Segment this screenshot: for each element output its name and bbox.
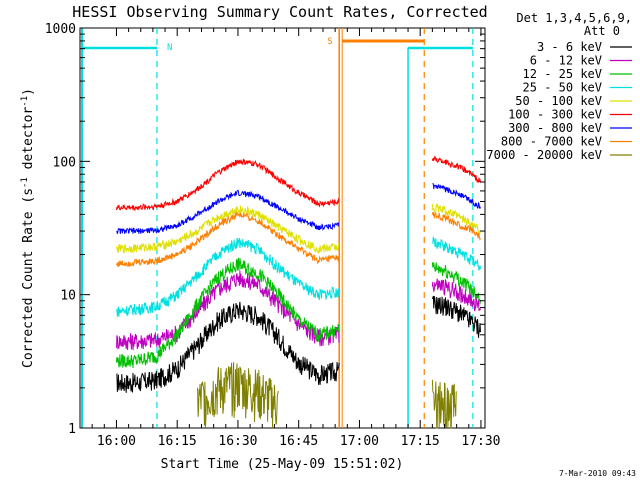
- legend-label: 50 - 100 keV: [515, 94, 602, 108]
- y-axis: 1 10 100 1000: [45, 22, 485, 437]
- legend-header-line-1: Det 1,3,4,5,6,9,: [516, 11, 632, 25]
- legend-label: 300 - 800 keV: [508, 121, 602, 135]
- footer-date: 7-Mar-2010 09:43: [559, 469, 636, 478]
- saa-marker-label: S: [327, 37, 332, 47]
- series-line: [116, 237, 340, 317]
- series-line: [116, 210, 340, 268]
- y-axis-label-mid: detector: [21, 107, 36, 178]
- series-line: [431, 155, 481, 184]
- series-line: [431, 379, 457, 429]
- chart-title: HESSI Observing Summary Count Rates, Cor…: [72, 3, 487, 21]
- x-tick-label: 16:45: [279, 434, 318, 449]
- legend-label: 6 - 12 keV: [530, 54, 602, 68]
- series-line: [116, 157, 340, 212]
- x-tick-label: 17:15: [401, 434, 440, 449]
- y-tick-label: 10: [60, 289, 76, 304]
- legend-label: 100 - 300 keV: [508, 108, 602, 122]
- y-tick-label: 100: [53, 155, 76, 170]
- legend-label: 7000 - 20000 keV: [486, 148, 602, 162]
- legend-label: 800 - 7000 keV: [501, 135, 602, 149]
- series-line: [431, 212, 481, 242]
- series-line: [431, 278, 481, 312]
- y-axis-label-sup-2: -1: [20, 96, 30, 107]
- series-line: [431, 295, 481, 338]
- x-tick-label: 16:15: [158, 434, 197, 449]
- series-line: [197, 362, 279, 429]
- legend-label: 3 - 6 keV: [537, 40, 602, 54]
- x-tick-label: 16:30: [218, 434, 257, 449]
- y-axis-label: Corrected Count Rate (s-1 detector-1): [20, 88, 36, 368]
- x-axis: 16:00 16:15 16:30 16:45 17:00 17:15 17:30: [91, 28, 501, 449]
- legend-label: 25 - 50 keV: [523, 81, 602, 95]
- y-tick-label: 1000: [45, 22, 76, 37]
- y-axis-label-end: ): [21, 88, 36, 96]
- series-line: [432, 236, 481, 271]
- series-line: [116, 301, 340, 393]
- x-tick-label: 17:00: [340, 434, 379, 449]
- y-axis-label-sup-1: -1: [20, 177, 30, 188]
- series-line: [431, 203, 481, 234]
- y-tick-label: 1: [68, 422, 76, 437]
- x-tick-label: 17:30: [461, 434, 500, 449]
- legend-header-line-2: Att 0: [584, 24, 620, 38]
- series-line: [431, 262, 481, 305]
- series-line: [116, 257, 340, 369]
- series-line: [116, 189, 340, 234]
- event-markers: NS: [81, 28, 474, 428]
- series-line: [116, 205, 340, 254]
- night-marker-label: N: [167, 43, 172, 53]
- x-axis-label: Start Time (25-May-09 15:51:02): [161, 457, 404, 472]
- plot-frame: [79, 27, 486, 429]
- series-layer: [116, 155, 481, 429]
- legend-label: 12 - 25 keV: [523, 67, 602, 81]
- y-axis-label-main: Corrected Count Rate (s: [21, 188, 36, 368]
- x-tick-label: 16:00: [97, 434, 136, 449]
- series-line: [432, 183, 481, 210]
